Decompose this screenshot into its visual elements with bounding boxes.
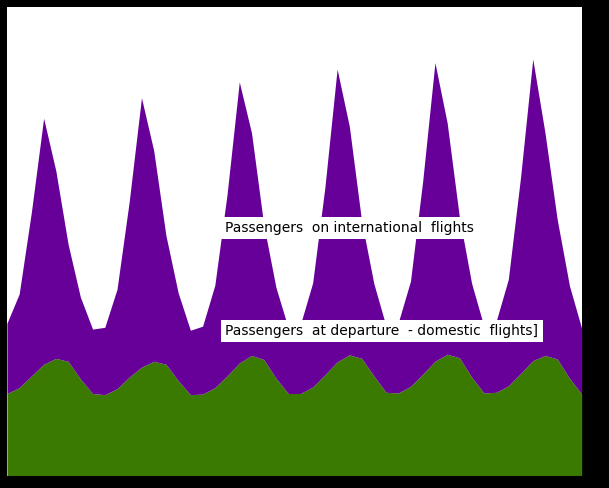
Text: Passengers  at departure  - domestic  flights]: Passengers at departure - domestic fligh… (225, 324, 538, 338)
Text: Passengers  on international  flights: Passengers on international flights (225, 221, 474, 235)
